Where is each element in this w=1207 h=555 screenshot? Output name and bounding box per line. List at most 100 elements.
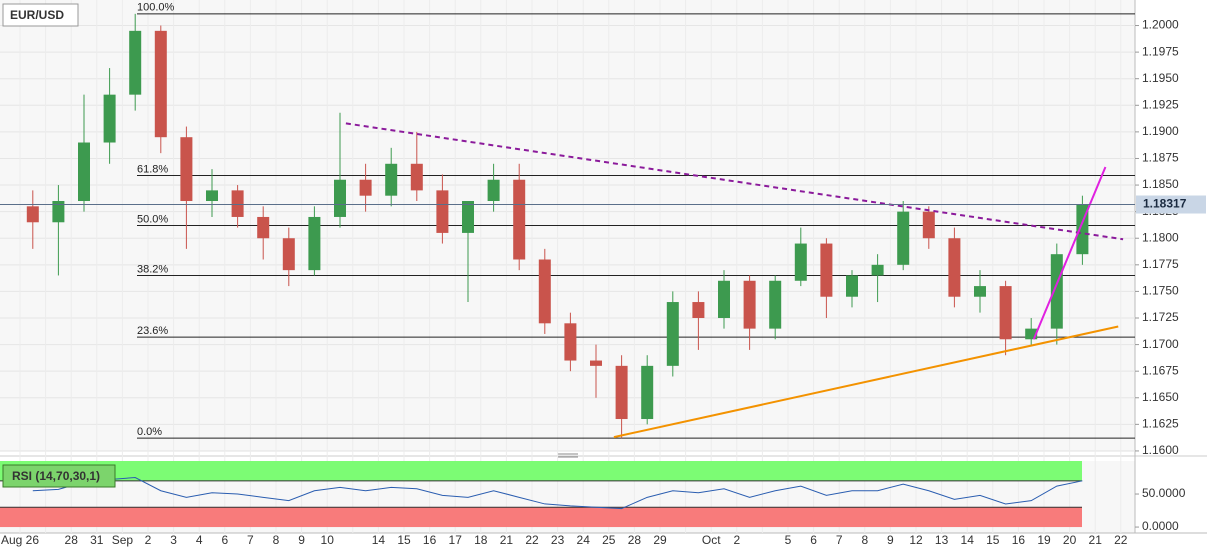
candle-body [436,190,449,233]
y-tick-label: 1.1750 [1142,284,1179,298]
y-tick-label: 50.0000 [1142,486,1186,500]
candle-body [103,94,116,143]
candle-body [820,243,833,297]
candle-body [385,163,398,196]
trendline [1032,166,1107,340]
fib-label: 38.2% [137,263,168,275]
candle-body [462,201,474,233]
x-tick-label: Oct [702,533,721,547]
x-tick-label: 14 [961,533,975,547]
x-tick-label: 28 [628,533,642,547]
last-price-box [1136,195,1206,214]
x-tick-label: 8 [861,533,868,547]
x-tick-label: 14 [372,533,386,547]
x-tick-label: 7 [836,533,843,547]
x-tick-label: 10 [321,533,335,547]
x-tick-label: 6 [810,533,817,547]
y-tick-label: 1.1650 [1142,390,1179,404]
candle-body [871,264,884,276]
fib-label: 23.6% [137,325,168,337]
candle-body [334,179,346,217]
candle-body [513,179,526,260]
chart-title: EUR/USD [10,8,64,22]
y-tick-label: 1.2000 [1142,18,1179,32]
x-tick-label: 13 [935,533,949,547]
x-tick-label: 21 [1089,533,1103,547]
overlay: EUR/USD RSI (14,70,30,1) 1.18317 [2,3,1206,488]
x-tick-label: 17 [449,533,463,547]
candle-body [26,206,39,223]
x-tick-label: 20 [1063,533,1077,547]
x-tick-label: 3 [170,533,177,547]
candle-body [794,243,807,281]
overbought-band [0,461,1082,481]
x-tick-label: 7 [247,533,254,547]
candle-body [206,190,218,202]
fib-label: 61.8% [137,163,168,175]
candle-body [1050,254,1063,329]
x-tick-label: 2 [145,533,152,547]
candle-body [257,216,270,239]
grid: 1.1600 1.1625 1.1650 1.1675 1.1700 1.1725 1.17… [0,0,1186,547]
candle-body [231,190,244,217]
trendline [345,122,1124,241]
candle-body [129,30,142,95]
candle-body [846,275,858,297]
x-tick-label: 9 [298,533,305,547]
last-price-label: 1.18317 [1143,197,1187,211]
candle-body [410,163,423,191]
x-tick-label: Aug 26 [1,533,39,547]
candle-body [641,365,654,420]
candle-body [538,259,551,324]
candle-body [154,30,167,138]
candle-body [78,142,90,202]
candle-body [999,286,1012,340]
trendline [613,325,1119,439]
candle-body [897,211,910,265]
x-tick-label: 9 [887,533,894,547]
candle-body [282,238,295,271]
x-tick-label: 6 [221,533,228,547]
candle-body [487,179,500,202]
candle-body [692,302,705,318]
x-tick-label: 18 [474,533,488,547]
candle-body [564,323,577,361]
candle-body [922,211,935,239]
x-tick-label: 22 [525,533,539,547]
x-tick-label: 23 [551,533,565,547]
x-tick-label: 19 [1037,533,1051,547]
y-tick-label: 1.1625 [1142,417,1179,431]
x-tick-label: 24 [577,533,591,547]
x-tick-label: 28 [65,533,79,547]
title-box [2,3,79,27]
candle-body [52,201,65,223]
rsi-title: RSI (14,70,30,1) [12,469,100,483]
y-tick-label: 1.1975 [1142,44,1179,58]
candle-body [974,286,986,297]
x-tick-label: 31 [90,533,104,547]
candle-body [1025,328,1038,340]
price-panel [0,0,1135,452]
x-tick-label: 29 [653,533,667,547]
y-tick-label: 1.1875 [1142,151,1179,165]
x-tick-label: 15 [986,533,1000,547]
candle-body [769,280,782,329]
y-tick-label: 1.1775 [1142,257,1179,271]
y-tick-label: 1.1950 [1142,71,1179,85]
x-tick-label: 21 [500,533,514,547]
x-tick-label: 16 [423,533,437,547]
y-tick-label: 1.1725 [1142,310,1179,324]
y-tick-label: 1.1925 [1142,97,1179,111]
y-tick-label: 1.1800 [1142,230,1179,244]
oversold-band [0,507,1082,528]
x-tick-label: 8 [273,533,280,547]
candle-body [308,216,321,271]
fib-label: 100.0% [137,2,175,14]
splitter-handle[interactable] [558,453,578,458]
x-tick-label: 22 [1114,533,1128,547]
x-tick-label: 4 [196,533,203,547]
x-tick-label: 25 [602,533,616,547]
candle-body [718,280,730,318]
candle-body [359,179,372,196]
